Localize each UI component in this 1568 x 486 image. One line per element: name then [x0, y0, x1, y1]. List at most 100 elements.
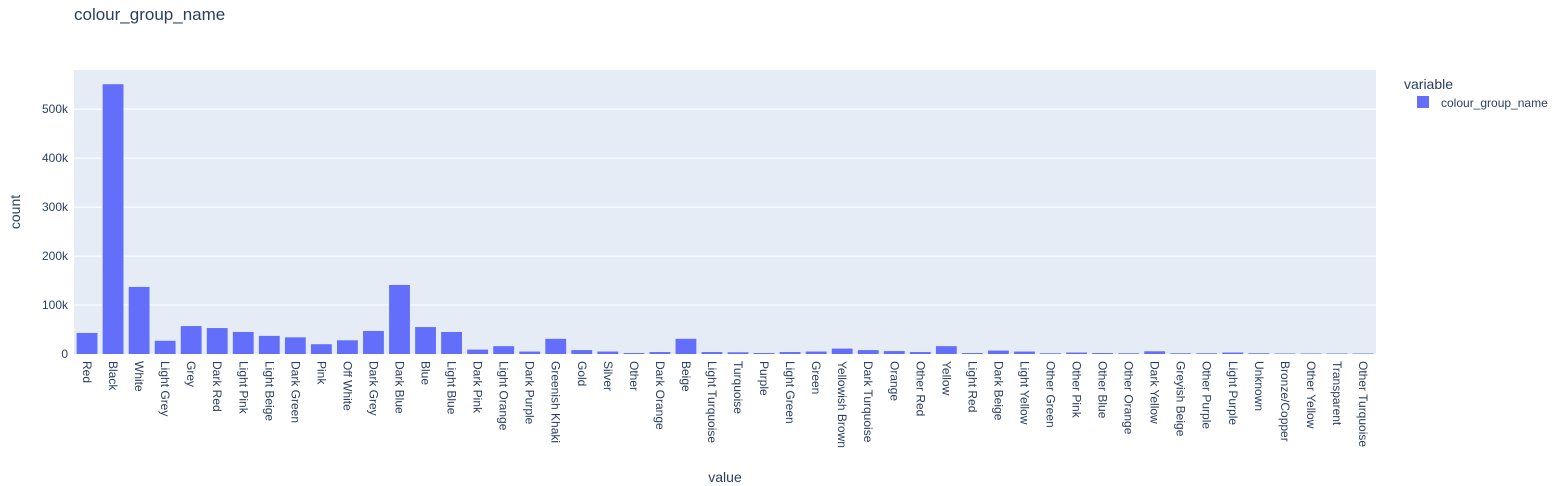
x-tick-label: Beige	[679, 361, 693, 392]
x-tick-label: Other	[627, 361, 641, 391]
x-tick-label: Gold	[575, 361, 589, 386]
y-tick-label: 100k	[42, 298, 69, 312]
bar-other-blue[interactable]	[1092, 353, 1113, 354]
bar-greyish-beige[interactable]	[1170, 353, 1192, 354]
bar-pink[interactable]	[310, 344, 332, 354]
bar-red[interactable]	[76, 332, 98, 354]
y-tick-label: 200k	[42, 249, 69, 263]
y-tick-label: 0	[61, 347, 68, 361]
bar-other[interactable]	[623, 353, 645, 354]
bar-dark-purple[interactable]	[519, 351, 541, 354]
bar-silver[interactable]	[597, 351, 619, 354]
x-tick-label: Dark Yellow	[1148, 361, 1162, 424]
x-tick-label: Light Blue	[445, 361, 459, 415]
bar-dark-blue[interactable]	[389, 284, 410, 354]
x-tick-label: Dark Red	[210, 361, 224, 412]
bar-grey[interactable]	[180, 326, 202, 354]
bar-dark-turquoise[interactable]	[857, 350, 879, 354]
legend[interactable]: variable colour_group_name	[1404, 76, 1548, 110]
bar-green[interactable]	[805, 351, 827, 354]
bar-other-turquoise[interactable]	[1352, 353, 1374, 355]
bar-other-pink[interactable]	[1066, 352, 1087, 354]
x-tick-label: Other Turquoise	[1356, 361, 1370, 447]
x-tick-label: Other Green	[1044, 361, 1058, 428]
bar-light-purple[interactable]	[1222, 352, 1244, 354]
bar-unknown[interactable]	[1248, 353, 1270, 354]
bar-off-white[interactable]	[337, 340, 358, 354]
x-tick-label: Light Pink	[236, 361, 250, 415]
bar-dark-beige[interactable]	[988, 350, 1009, 354]
x-tick-label: Purple	[757, 361, 771, 396]
bar-light-red[interactable]	[961, 353, 983, 354]
x-tick-label: Yellow	[939, 361, 953, 396]
x-tick-label: Light Beige	[262, 361, 276, 421]
bar-other-green[interactable]	[1040, 353, 1061, 354]
chart-title: colour_group_name	[74, 5, 225, 24]
legend-item-label: colour_group_name	[1441, 96, 1548, 110]
x-axis-ticks: Red Black White Light Grey Grey Dark Red Light…	[80, 361, 1370, 448]
bar-other-yellow[interactable]	[1300, 353, 1322, 355]
x-tick-label: Dark Blue	[393, 361, 407, 414]
bar-bronze-copper[interactable]	[1274, 353, 1296, 355]
bar-light-beige[interactable]	[258, 335, 280, 354]
bar-dark-pink[interactable]	[467, 349, 489, 354]
legend-title: variable	[1404, 76, 1453, 92]
y-axis-title: count	[7, 195, 23, 229]
bar-beige[interactable]	[675, 338, 697, 354]
x-tick-label: Off White	[340, 361, 354, 411]
bar-light-yellow[interactable]	[1014, 351, 1035, 354]
bar-other-purple[interactable]	[1196, 353, 1218, 354]
x-tick-label: Other Orange	[1122, 361, 1136, 435]
legend-swatch[interactable]	[1417, 96, 1429, 108]
bar-gold[interactable]	[571, 350, 593, 354]
bar-dark-red[interactable]	[206, 328, 228, 354]
bar-turquoise[interactable]	[727, 352, 749, 354]
x-tick-label: Pink	[314, 361, 328, 385]
bar-other-orange[interactable]	[1118, 353, 1140, 354]
bar-other-red[interactable]	[909, 352, 931, 354]
x-tick-label: Greenish Khaki	[549, 361, 563, 443]
x-tick-label: Light Purple	[1226, 361, 1240, 425]
x-tick-label: Other Red	[913, 361, 927, 416]
bar-black[interactable]	[102, 84, 124, 354]
bar-yellow[interactable]	[935, 346, 957, 354]
bar-dark-grey[interactable]	[363, 330, 384, 354]
y-tick-label: 300k	[42, 200, 69, 214]
bar-dark-green[interactable]	[284, 337, 306, 354]
x-tick-label: Light Turquoise	[705, 361, 719, 443]
x-tick-label: Yellowish Brown	[835, 361, 849, 448]
bar-yellowish-brown[interactable]	[831, 348, 853, 354]
x-tick-label: Dark Purple	[523, 361, 537, 425]
x-tick-label: Light Red	[965, 361, 979, 412]
bar-purple[interactable]	[753, 353, 775, 354]
bar-white[interactable]	[128, 286, 150, 354]
x-tick-label: Black	[106, 361, 120, 391]
bar-light-blue[interactable]	[441, 331, 462, 354]
x-tick-label: Blue	[419, 361, 433, 385]
bar-light-pink[interactable]	[232, 331, 254, 354]
x-tick-label: Green	[809, 361, 823, 394]
x-tick-label: Dark Turquoise	[861, 361, 875, 443]
bar-light-green[interactable]	[779, 352, 801, 354]
x-tick-label: Dark Beige	[991, 361, 1005, 421]
bar-orange[interactable]	[883, 351, 905, 354]
bar-transparent[interactable]	[1326, 353, 1348, 355]
bar-light-grey[interactable]	[154, 340, 176, 354]
x-tick-label: Bronze/Copper	[1278, 361, 1292, 442]
y-axis-ticks: 0 100k 200k 300k 400k 500k	[42, 102, 69, 361]
bar-dark-orange[interactable]	[649, 352, 671, 354]
bar-dark-yellow[interactable]	[1144, 351, 1166, 354]
x-tick-label: Other Purple	[1200, 361, 1214, 429]
x-tick-label: Transparent	[1330, 361, 1344, 426]
x-tick-label: Other Blue	[1096, 361, 1110, 419]
x-tick-label: Unknown	[1252, 361, 1266, 411]
x-tick-label: Other Yellow	[1304, 361, 1318, 429]
bar-blue[interactable]	[415, 327, 436, 354]
x-tick-label: Light Grey	[158, 361, 172, 416]
bar-greenish-khaki[interactable]	[545, 338, 567, 354]
bars[interactable]	[76, 84, 1374, 355]
bar-light-turquoise[interactable]	[701, 352, 723, 354]
bar-light-orange[interactable]	[493, 346, 515, 354]
x-tick-label: Red	[80, 361, 94, 383]
